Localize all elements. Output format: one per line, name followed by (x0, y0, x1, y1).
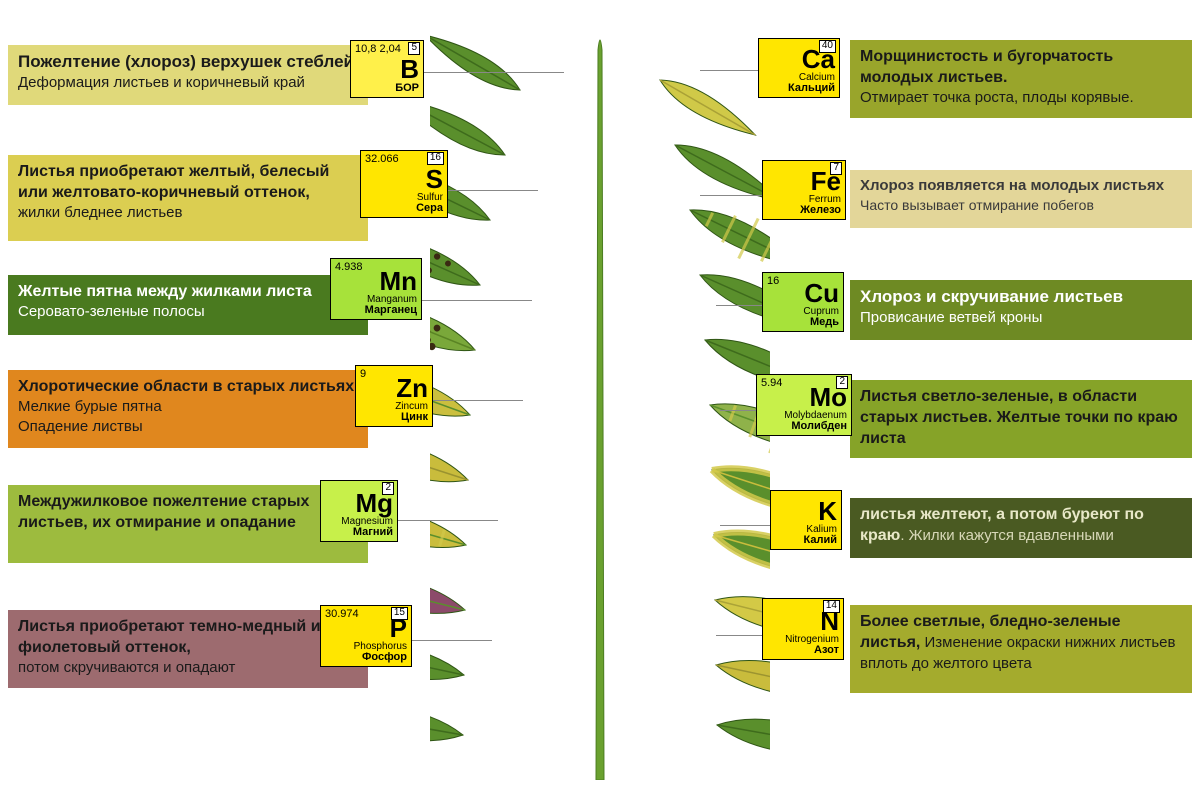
element-card-mn: 4.938MnManganumМарганец (330, 258, 422, 320)
deficiency-sub: Серовато-зеленые полосы (18, 302, 358, 322)
atomic-mass: 32.066 (365, 154, 399, 166)
atomic-mass: 16 (767, 276, 779, 288)
connector-line (720, 525, 772, 526)
element-card-ca: 40CaCalciumКальций (758, 38, 840, 98)
deficiency-mg: Междужилковое пожелтение старых листьев,… (8, 485, 368, 563)
element-ru: Молибден (761, 421, 847, 433)
element-ru: Кальций (763, 83, 835, 95)
deficiency-ca: Морщинистость и бугорчатость молодых лис… (850, 40, 1192, 118)
deficiency-sub: Отмирает точка роста, плоды корявые. (860, 88, 1182, 108)
deficiency-title: Хлороз появляется на молодых листьях (860, 176, 1182, 196)
deficiency-title: Листья приобретают темно-медный или фиол… (18, 616, 358, 658)
element-card-k: KKaliumКалий (770, 490, 842, 550)
element-ru: Цинк (360, 412, 428, 424)
element-symbol: B (355, 56, 419, 83)
deficiency-sub: Мелкие бурые пятна (18, 397, 358, 417)
deficiency-title: Листья светло-зеленые, в области старых … (860, 386, 1182, 449)
connector-line (716, 305, 764, 306)
deficiency-sub: . Жилки кажутся вдавленными (900, 527, 1114, 544)
atomic-mass: 4.938 (335, 262, 363, 274)
deficiency-sub: потом скручиваются и опадают (18, 658, 358, 678)
atomic-number: 40 (819, 40, 836, 53)
connector-line (398, 520, 498, 521)
deficiency-mn: Желтые пятна между жилками листаСеровато… (8, 275, 368, 335)
deficiency-title: Морщинистость и бугорчатость молодых лис… (860, 46, 1182, 88)
deficiency-sub: Опадение листвы (18, 417, 358, 437)
connector-line (424, 72, 564, 73)
deficiency-title: Пожелтение (хлороз) верхушек стеблей (18, 51, 358, 73)
connector-line (433, 400, 523, 401)
atomic-number: 16 (427, 152, 444, 165)
deficiency-title: Хлоротические области в старых листьях (18, 376, 358, 397)
deficiency-title: Междужилковое пожелтение старых листьев,… (18, 491, 358, 533)
deficiency-title: Листья приобретают желтый, белесый или ж… (18, 161, 358, 203)
atomic-mass: 5.94 (761, 378, 782, 390)
deficiency-title: Хлороз и скручивание листьев (860, 286, 1182, 308)
element-symbol: Zn (360, 375, 428, 402)
connector-line (448, 190, 538, 191)
deficiency-s: Листья приобретают желтый, белесый или ж… (8, 155, 368, 241)
element-card-mo: 25.94MoMolybdaenumМолибден (756, 374, 852, 436)
atomic-mass: 9 (360, 369, 366, 381)
element-card-p: 1530.974PPhosphorusФосфор (320, 605, 412, 667)
infographic-stage: Пожелтение (хлороз) верхушек стеблейДефо… (0, 0, 1200, 800)
deficiency-sub: Деформация листьев и коричневый край (18, 73, 358, 93)
atomic-number: 7 (830, 162, 842, 175)
element-symbol: S (365, 166, 443, 193)
deficiency-sub: жилки бледнее листьев (18, 203, 358, 223)
atomic-number: 14 (823, 600, 840, 613)
connector-line (412, 640, 492, 641)
atomic-mass: 30.974 (325, 609, 359, 621)
connector-line (700, 195, 764, 196)
connector-line (716, 635, 764, 636)
element-ru: Сера (365, 203, 443, 215)
element-card-n: 14NNitrogeniumАзот (762, 598, 844, 660)
deficiency-b: Пожелтение (хлороз) верхушек стеблейДефо… (8, 45, 368, 105)
deficiency-fe: Хлороз появляется на молодых листьяхЧаст… (850, 170, 1192, 228)
atomic-number: 2 (836, 376, 848, 389)
atomic-number: 15 (391, 607, 408, 620)
deficiency-zn: Хлоротические области в старых листьяхМе… (8, 370, 368, 448)
atomic-number: 2 (382, 482, 394, 495)
deficiency-sub: Провисание ветвей кроны (860, 308, 1182, 328)
element-ru: Марганец (335, 305, 417, 317)
element-symbol: K (775, 498, 837, 525)
element-card-mg: 2MgMagnesiumМагний (320, 480, 398, 542)
element-card-cu: 16CuCuprumМедь (762, 272, 844, 332)
element-ru: БОР (355, 83, 419, 95)
deficiency-n: Более светлые, бледно-зеленые листья, Из… (850, 605, 1192, 693)
element-ru: Фосфор (325, 652, 407, 664)
connector-line (422, 300, 532, 301)
atomic-mass: 10,8 2,04 (355, 44, 401, 56)
atomic-number: 5 (408, 42, 420, 55)
element-ru: Калий (775, 535, 837, 547)
deficiency-title: Желтые пятна между жилками листа (18, 281, 358, 302)
connector-line (720, 410, 760, 411)
element-ru: Медь (767, 317, 839, 329)
deficiency-mo: Листья светло-зеленые, в области старых … (850, 380, 1192, 458)
element-card-s: 1632.066SSulfurСера (360, 150, 448, 218)
connector-line (700, 70, 760, 71)
deficiency-cu: Хлороз и скручивание листьевПровисание в… (850, 280, 1192, 340)
element-card-zn: 9ZnZincumЦинк (355, 365, 433, 427)
deficiency-sub: Часто вызывает отмирание побегов (860, 196, 1182, 214)
element-card-b: 5 10,8 2,04BБОР (350, 40, 424, 98)
element-ru: Азот (767, 645, 839, 657)
deficiency-k: листья желтеют, а потом буреют по краю. … (850, 498, 1192, 558)
element-card-fe: 7FeFerrumЖелезо (762, 160, 846, 220)
element-ru: Железо (767, 205, 841, 217)
element-ru: Магний (325, 527, 393, 539)
deficiency-p: Листья приобретают темно-медный или фиол… (8, 610, 368, 688)
